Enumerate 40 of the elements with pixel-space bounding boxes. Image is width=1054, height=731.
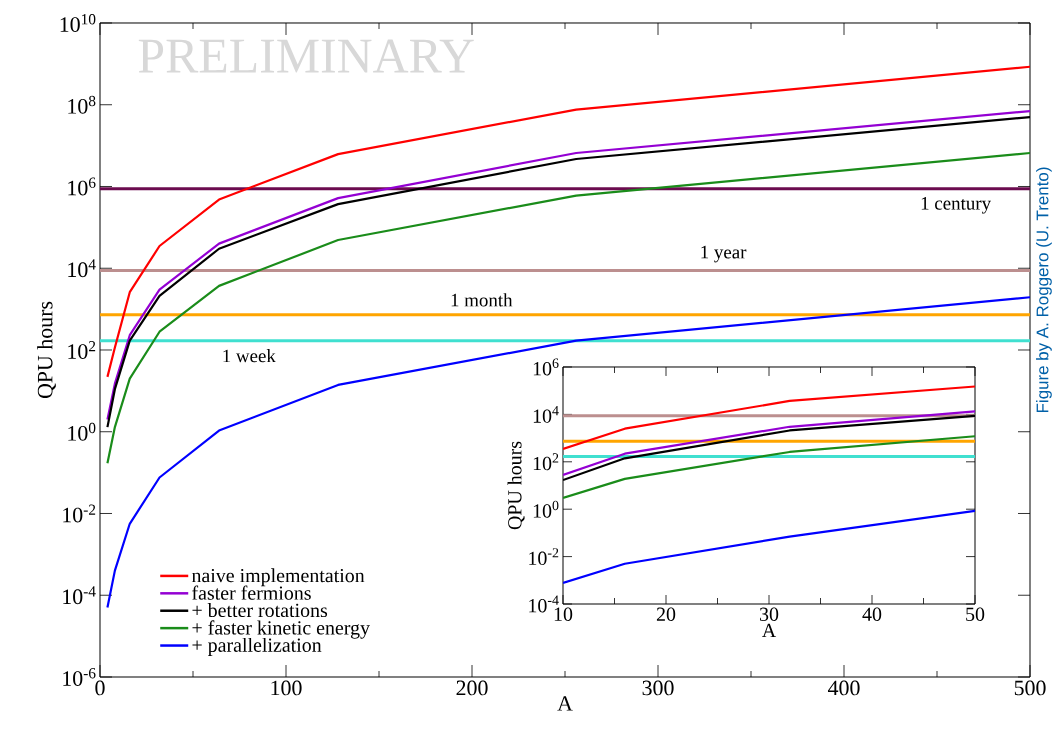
- legend-label: + parallelization: [192, 637, 322, 656]
- y-tick-label: 10$^{-2}$: [63, 504, 96, 523]
- y-tick-label: 10$^{-6}$: [63, 668, 96, 686]
- legend-label: + better rotations: [192, 603, 328, 618]
- x-tick-label: 20: [656, 607, 676, 621]
- y-tick-label: 10$^{-4}$: [63, 586, 96, 605]
- text: Figure by A. Roggero (U. Trento): [1036, 167, 1052, 413]
- y-tick-label: 10$^{10}$: [60, 14, 96, 32]
- y-tick-label: 10$^{2}$: [533, 453, 559, 471]
- legend-label: faster fermions: [192, 585, 311, 600]
- line-series: [563, 385, 976, 451]
- x-tick-label: 30: [760, 607, 779, 621]
- x-tick-label: 50: [966, 607, 985, 621]
- x-tick-label: 400: [827, 680, 860, 696]
- y-tick-label: 10$^{4}$: [533, 405, 559, 423]
- ref-line-label: 1 week: [223, 349, 276, 363]
- ref-line-label: 1 century: [921, 197, 992, 214]
- x-tick-label: 100: [271, 680, 302, 696]
- ref-line-label: 1 month: [451, 293, 513, 307]
- line-series: [563, 435, 976, 499]
- y-axis-title: QPU hours: [37, 301, 56, 399]
- x-tick-label: 0: [95, 680, 105, 696]
- y-tick-label: 10$^{-2}$: [529, 548, 559, 566]
- y-tick-label: 10$^{4}$: [68, 259, 96, 278]
- line-series: [563, 509, 976, 584]
- y-tick-label: 10$^{0}$: [533, 500, 559, 518]
- x-axis-title: A: [762, 623, 777, 637]
- y-tick-label: 10$^{6}$: [533, 358, 559, 376]
- x-tick-label: 500: [1014, 680, 1046, 696]
- x-tick-label: 200: [456, 680, 488, 696]
- y-tick-label: 10$^{8}$: [68, 95, 96, 114]
- y-tick-label: 10$^{6}$: [68, 177, 96, 196]
- y-tick-label: 10$^{2}$: [68, 341, 96, 359]
- x-tick-label: 40: [862, 607, 882, 621]
- ref-line-label: 1 year: [701, 245, 747, 263]
- x-axis-title: A: [557, 696, 573, 711]
- y-axis-title: QPU hours: [507, 441, 525, 530]
- legend-label: + faster kinetic energy: [192, 620, 370, 639]
- y-tick-label: 10$^{0}$: [68, 422, 96, 441]
- x-tick-label: 300: [642, 680, 674, 696]
